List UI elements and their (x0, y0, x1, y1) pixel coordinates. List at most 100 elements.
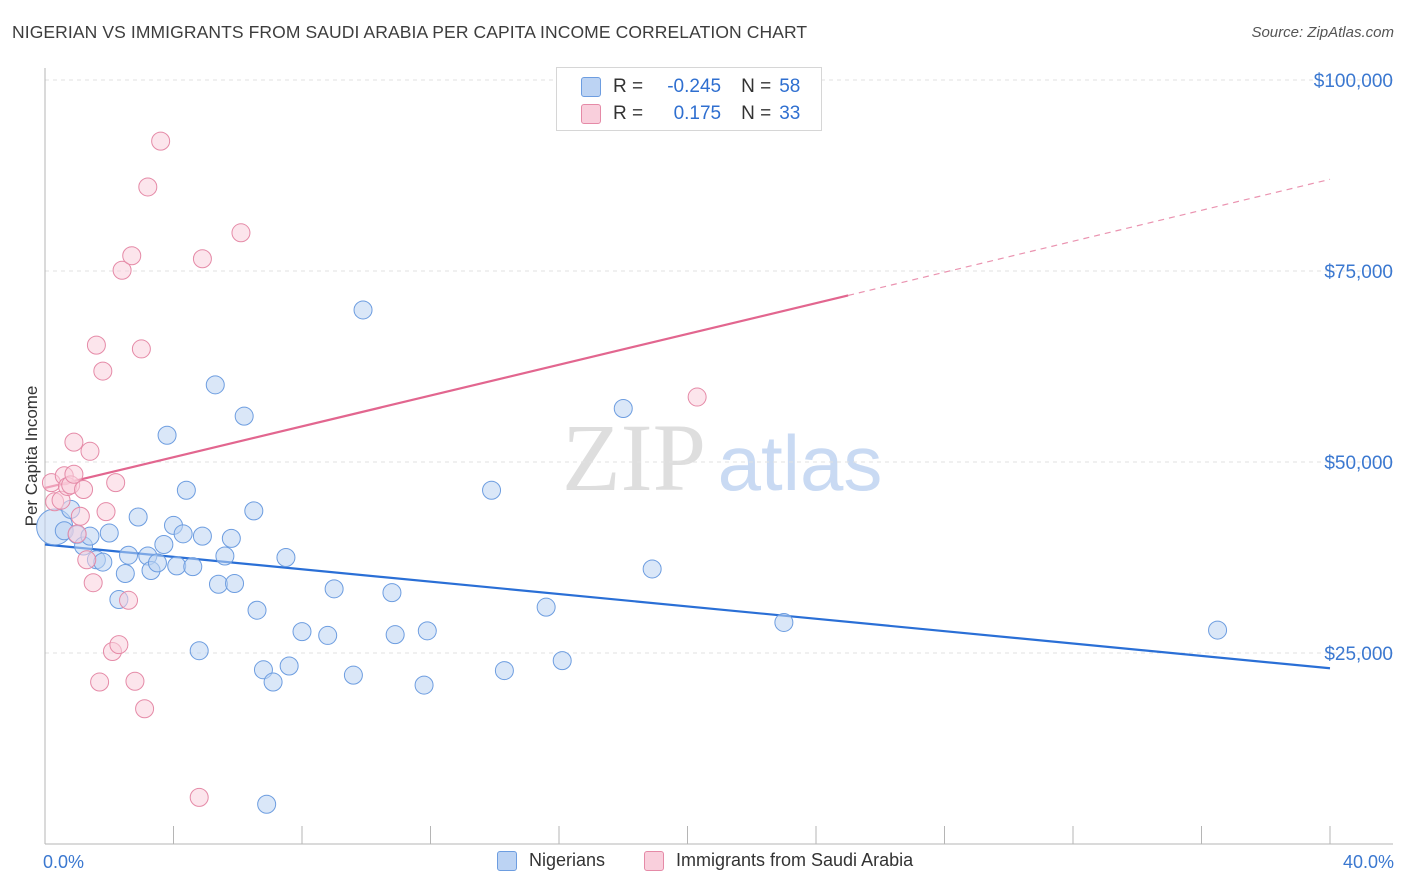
trend-line-extension (847, 178, 1331, 297)
data-point (93, 361, 113, 381)
data-point (167, 556, 187, 576)
data-point (138, 177, 158, 197)
data-point (157, 425, 177, 445)
data-point (353, 300, 373, 320)
data-point (147, 553, 167, 573)
data-point (482, 480, 502, 500)
data-point (80, 441, 100, 461)
legend-n-label: N = (741, 76, 772, 97)
watermark-zip: ZIP (562, 404, 706, 511)
data-point (192, 249, 212, 269)
data-point (225, 573, 245, 593)
data-point (128, 507, 148, 527)
data-point (276, 548, 296, 567)
data-points (36, 131, 1228, 814)
legend-r-value: -0.245 (667, 76, 722, 97)
legend-swatch-pink (644, 850, 664, 871)
trend-line (44, 543, 1331, 670)
data-point (189, 787, 209, 807)
data-point (83, 573, 103, 593)
data-point (109, 635, 129, 655)
data-point (86, 335, 106, 355)
y-tick-label: $25,000 (1324, 644, 1393, 665)
data-point (173, 524, 193, 544)
data-point (131, 339, 151, 359)
axes (44, 68, 1393, 845)
data-point (1208, 620, 1228, 640)
data-point (93, 552, 113, 572)
data-point (215, 546, 235, 566)
data-point (189, 641, 209, 661)
legend-row-nigerians: R = -0.245 N = 58 (581, 74, 800, 100)
data-point (343, 665, 363, 685)
data-point (318, 625, 338, 645)
trend-lines (44, 178, 1331, 670)
y-tick-label: $100,000 (1314, 71, 1393, 92)
legend-n-label: N = (741, 103, 772, 124)
data-point (687, 387, 707, 407)
source-label: Source: ZipAtlas.com (1251, 24, 1394, 41)
data-point (324, 579, 344, 599)
data-point (414, 675, 434, 695)
data-point (279, 656, 299, 676)
legend-n-value: 58 (779, 76, 801, 97)
data-point (122, 246, 142, 266)
data-point (642, 559, 662, 579)
data-point (90, 672, 110, 692)
data-point (247, 600, 267, 620)
legend-label: Nigerians (529, 850, 606, 870)
data-point (536, 597, 556, 617)
data-point (208, 574, 228, 594)
data-point (613, 399, 633, 419)
data-point (96, 502, 116, 522)
data-point (135, 699, 155, 719)
x-tick-min: 0.0% (43, 852, 85, 872)
data-point (67, 524, 87, 544)
legend-row-saudi: R = 0.175 N = 33 (581, 101, 800, 127)
data-point (70, 506, 90, 526)
y-tick-labels: $25,000 $50,000 $75,000 $100,000 (1314, 71, 1393, 665)
legend-swatch-blue (581, 77, 601, 97)
data-point (494, 661, 514, 681)
data-point (257, 794, 277, 814)
data-point (183, 557, 203, 577)
data-point (99, 523, 119, 543)
data-point (244, 501, 264, 521)
legend-swatch-blue (497, 850, 517, 871)
data-point (417, 621, 437, 641)
data-point (119, 545, 139, 565)
chart-title: NIGERIAN VS IMMIGRANTS FROM SAUDI ARABIA… (12, 22, 808, 42)
data-point (106, 473, 126, 493)
legend-r-value: 0.175 (673, 103, 722, 124)
data-point (234, 406, 254, 426)
x-tick-max: 40.0% (1342, 852, 1394, 872)
data-point (382, 583, 402, 603)
data-point (292, 622, 312, 642)
data-point (64, 432, 84, 452)
legend-n-value: 33 (779, 103, 801, 124)
trend-line (44, 294, 849, 490)
watermark: ZIP atlas (562, 404, 882, 511)
y-tick-label: $50,000 (1324, 453, 1393, 474)
stats-legend: R = -0.245 N = 58 R = 0.175 N = 33 (556, 67, 822, 131)
data-point (774, 612, 794, 632)
y-tick-label: $75,000 (1324, 262, 1393, 283)
data-point (205, 375, 225, 395)
grid (45, 79, 1393, 654)
data-point (154, 535, 174, 555)
data-point (125, 671, 145, 691)
data-point (112, 260, 132, 280)
data-point (119, 590, 139, 610)
data-point (74, 480, 94, 500)
watermark-atlas: atlas (718, 419, 883, 507)
legend-r-label: R = (613, 103, 644, 124)
legend-item-saudi: Immigrants from Saudi Arabia (644, 850, 913, 871)
legend-r-label: R = (613, 76, 644, 97)
data-point (151, 131, 171, 151)
data-point (64, 464, 84, 484)
data-point (176, 480, 196, 500)
legend-item-nigerians: Nigerians (497, 850, 605, 871)
data-point (231, 223, 251, 243)
data-point (221, 528, 241, 548)
